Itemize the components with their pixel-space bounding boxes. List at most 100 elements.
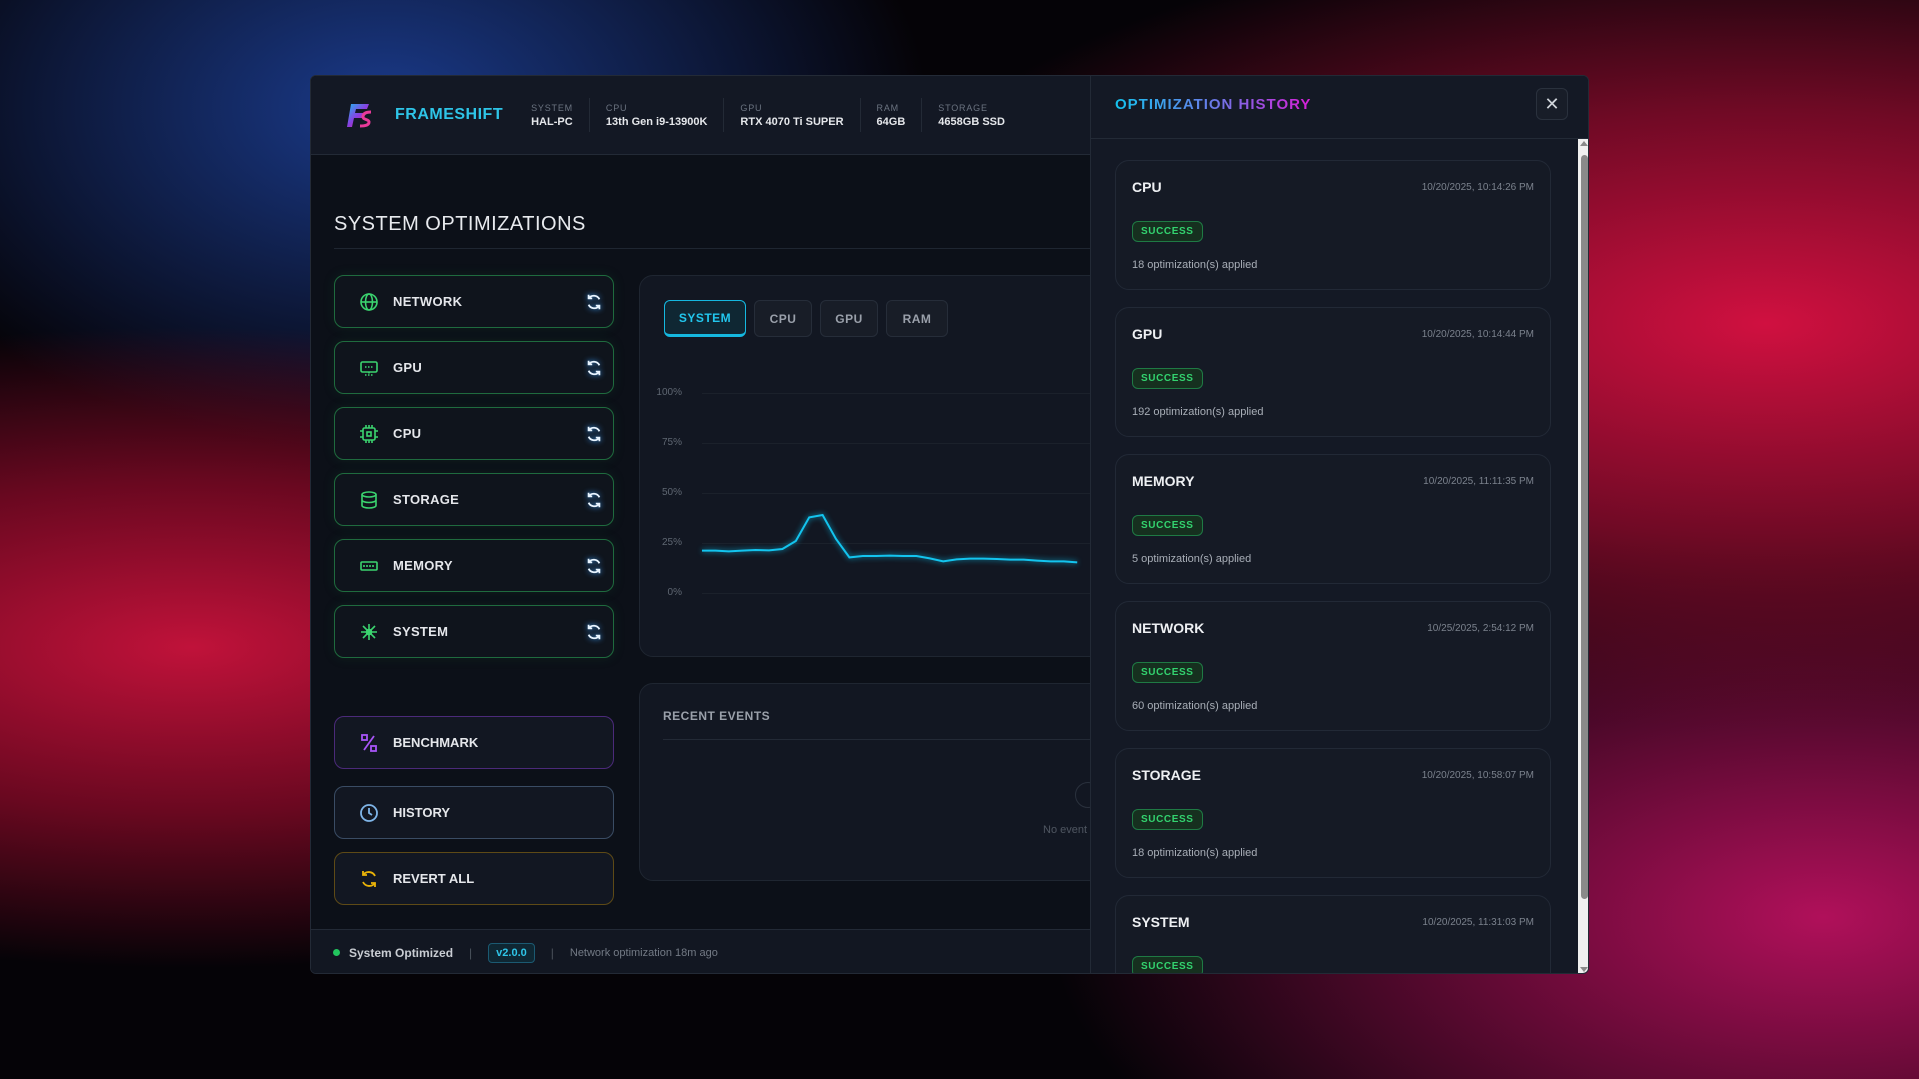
y-tick-label: 100%: [656, 387, 682, 398]
optimize-gpu-button[interactable]: GPU: [334, 341, 614, 394]
chip-icon: [360, 424, 378, 443]
history-item: GPU 10/20/2025, 10:14:44 PM SUCCESS 192 opt…: [1115, 307, 1551, 437]
history-header: OPTIMIZATION HISTORY ✕: [1091, 76, 1588, 139]
spec-value: 64GB: [876, 115, 906, 128]
history-item-name: NETWORK: [1132, 620, 1205, 636]
divider: [663, 739, 1103, 740]
status-badge: SUCCESS: [1132, 956, 1203, 973]
history-item-time: 10/25/2025, 2:54:12 PM: [1427, 623, 1534, 634]
optimization-label: NETWORK: [393, 294, 463, 309]
y-tick-label: 0%: [667, 587, 682, 598]
scroll-up-icon[interactable]: [1580, 141, 1588, 146]
history-item-name: MEMORY: [1132, 473, 1195, 489]
history-panel: OPTIMIZATION HISTORY ✕ CPU 10/20/2025, 10…: [1090, 76, 1588, 973]
refresh-icon[interactable]: [585, 623, 603, 641]
history-title: OPTIMIZATION HISTORY: [1115, 96, 1312, 113]
history-item: MEMORY 10/20/2025, 11:11:35 PM SUCCESS 5 op…: [1115, 454, 1551, 584]
app-window: FRAMESHIFT SYSTEM HAL-PC CPU 13th Gen i9-13…: [310, 75, 1589, 974]
benchmark-button[interactable]: BENCHMARK: [334, 716, 614, 769]
history-item: STORAGE 10/20/2025, 10:58:07 PM SUCCESS 18 …: [1115, 748, 1551, 878]
history-label: HISTORY: [393, 805, 451, 820]
spec-label: CPU: [605, 102, 628, 113]
gridline: [702, 593, 1102, 594]
gridline: [702, 543, 1102, 544]
history-item-count: 60 optimization(s) applied: [1132, 700, 1258, 712]
version-badge: v2.0.0: [488, 942, 535, 963]
scrollbar[interactable]: [1578, 139, 1588, 973]
status-badge: SUCCESS: [1132, 515, 1203, 536]
history-item-count: 192 optimization(s) applied: [1132, 406, 1264, 418]
optimize-network-button[interactable]: NETWORK: [334, 275, 614, 328]
optimize-system-button[interactable]: SYSTEM: [334, 605, 614, 658]
clock-icon: [360, 803, 378, 822]
tab-ram[interactable]: RAM: [886, 300, 948, 337]
revert-all-button[interactable]: REVERT ALL: [334, 852, 614, 905]
ram-icon: [360, 560, 378, 571]
spec-value: HAL-PC: [531, 115, 573, 128]
refresh-icon[interactable]: [585, 491, 603, 509]
history-item-time: 10/20/2025, 10:14:44 PM: [1421, 329, 1534, 340]
optimization-label: SYSTEM: [393, 624, 449, 639]
database-icon: [361, 490, 377, 509]
usage-chart: [701, 513, 1078, 564]
history-item-count: 18 optimization(s) applied: [1132, 847, 1258, 859]
y-tick-label: 50%: [661, 487, 682, 498]
optimization-label: GPU: [393, 360, 423, 375]
status-text: System Optimized: [349, 945, 454, 960]
history-item: NETWORK 10/25/2025, 2:54:12 PM SUCCESS 60 o…: [1115, 601, 1551, 731]
tab-system[interactable]: SYSTEM: [664, 300, 746, 337]
scroll-down-icon[interactable]: [1580, 967, 1588, 972]
history-item-name: GPU: [1132, 326, 1163, 342]
scrollbar-thumb[interactable]: [1581, 155, 1588, 899]
status-badge: SUCCESS: [1132, 809, 1203, 830]
revert-icon: [362, 870, 376, 887]
spec-ram: RAM 64GB: [859, 98, 922, 132]
globe-icon: [360, 292, 378, 311]
divider: [334, 248, 1090, 249]
recent-events-title: RECENT EVENTS: [663, 709, 771, 723]
series-line: [702, 513, 1078, 564]
tab-cpu[interactable]: CPU: [754, 300, 812, 337]
gridline: [702, 493, 1102, 494]
optimization-label: STORAGE: [393, 492, 460, 507]
frameshift-logo: [347, 104, 372, 128]
refresh-icon[interactable]: [585, 425, 603, 443]
history-item-name: SYSTEM: [1132, 914, 1190, 930]
benchmark-icon: [361, 733, 377, 752]
refresh-icon[interactable]: [585, 293, 603, 311]
optimize-cpu-button[interactable]: CPU: [334, 407, 614, 460]
history-item-time: 10/20/2025, 10:58:07 PM: [1421, 770, 1534, 781]
optimize-storage-button[interactable]: STORAGE: [334, 473, 614, 526]
spec-value: 13th Gen i9-13900K: [605, 115, 708, 128]
status-badge: SUCCESS: [1132, 662, 1203, 683]
spec-label: RAM: [876, 102, 899, 113]
status-bar: System Optimized | v2.0.0 | Network opti…: [311, 929, 1090, 973]
chart-card: SYSTEM CPU GPU RAM 100% 75% 50% 25% 0%: [639, 275, 1119, 657]
refresh-icon[interactable]: [585, 359, 603, 377]
page-title: SYSTEM OPTIMIZATIONS: [334, 213, 586, 235]
separator: |: [550, 945, 554, 960]
optimize-memory-button[interactable]: MEMORY: [334, 539, 614, 592]
history-item-count: 18 optimization(s) applied: [1132, 259, 1258, 271]
history-item-time: 10/20/2025, 11:31:03 PM: [1422, 917, 1534, 928]
close-button[interactable]: ✕: [1536, 88, 1568, 120]
history-button[interactable]: HISTORY: [334, 786, 614, 839]
spec-label: GPU: [740, 102, 763, 113]
header: FRAMESHIFT SYSTEM HAL-PC CPU 13th Gen i9-13…: [311, 76, 1090, 155]
status-badge: SUCCESS: [1132, 221, 1203, 242]
y-tick-label: 25%: [661, 537, 682, 548]
history-item-time: 10/20/2025, 11:11:35 PM: [1423, 476, 1534, 487]
spec-storage: STORAGE 4658GB SSD: [921, 98, 1021, 132]
optimization-label: MEMORY: [393, 558, 453, 573]
tab-gpu[interactable]: GPU: [820, 300, 878, 337]
history-list[interactable]: CPU 10/20/2025, 10:14:26 PM SUCCESS 18 opti…: [1091, 139, 1579, 973]
refresh-icon[interactable]: [585, 557, 603, 575]
revert-all-label: REVERT ALL: [393, 871, 475, 886]
y-tick-label: 75%: [661, 437, 682, 448]
main-panel: FRAMESHIFT SYSTEM HAL-PC CPU 13th Gen i9-13…: [311, 76, 1119, 973]
history-item-name: CPU: [1132, 179, 1162, 195]
gridline: [702, 393, 1102, 394]
last-event-text: Network optimization 18m ago: [569, 946, 718, 959]
history-item: CPU 10/20/2025, 10:14:26 PM SUCCESS 18 opti…: [1115, 160, 1551, 290]
spark-icon: [361, 623, 377, 640]
